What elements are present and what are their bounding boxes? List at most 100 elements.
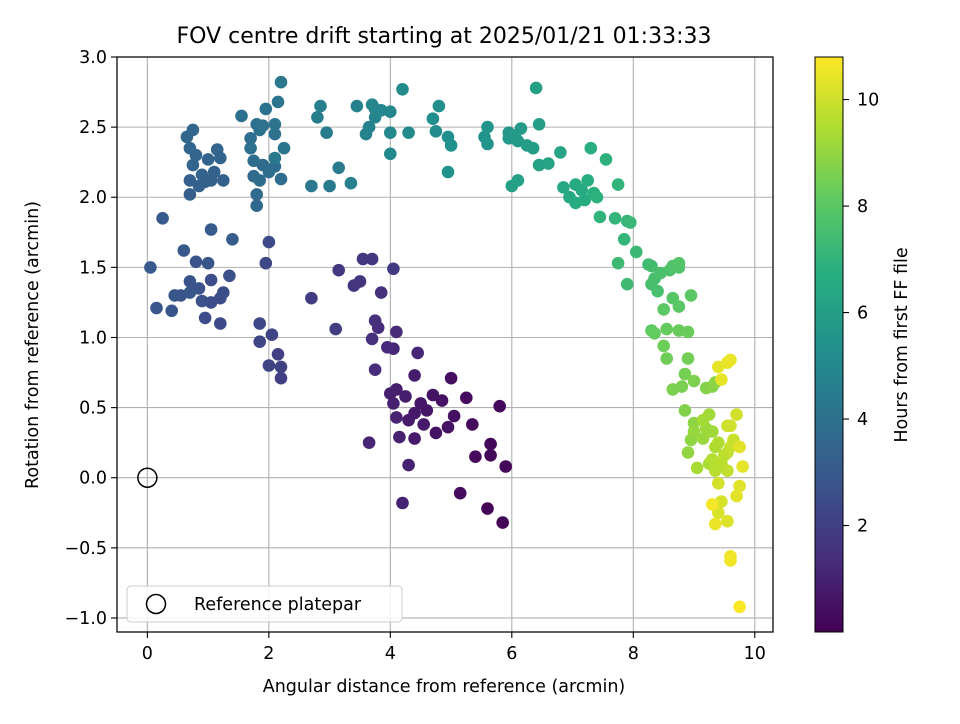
data-point — [672, 256, 686, 270]
reference-platepar-marker — [137, 467, 158, 488]
data-point — [217, 286, 230, 299]
data-point — [195, 294, 209, 308]
data-point — [201, 153, 215, 166]
data-point — [481, 137, 494, 151]
data-point — [402, 458, 415, 472]
data-point — [244, 132, 257, 145]
data-point — [274, 371, 288, 385]
data-point — [390, 411, 403, 424]
data-point — [630, 245, 643, 259]
data-point — [402, 126, 415, 139]
data-point — [365, 98, 379, 111]
x-axis-label: Angular distance from reference (arcmin) — [263, 677, 626, 697]
x-tick-label: 8 — [628, 644, 639, 664]
data-point — [223, 269, 236, 283]
data-point — [706, 498, 719, 511]
y-tick-label: 3.0 — [79, 48, 107, 68]
y-tick-label: 0.0 — [79, 469, 107, 489]
x-tick-label: 10 — [744, 644, 766, 664]
x-tick-label: 6 — [506, 644, 517, 664]
data-point — [374, 286, 388, 299]
data-point — [387, 397, 400, 410]
data-point — [265, 328, 279, 342]
data-point — [575, 183, 588, 197]
data-point — [250, 188, 263, 201]
data-point — [496, 516, 510, 529]
data-point — [250, 199, 263, 212]
colorbar-label: Hours from first FF file — [892, 247, 912, 442]
data-point — [599, 153, 613, 166]
colorbar-tick-label: 8 — [857, 197, 868, 217]
data-point — [329, 322, 343, 336]
data-point — [253, 335, 266, 349]
data-point — [554, 146, 567, 159]
data-point — [660, 352, 673, 365]
data-point — [204, 223, 218, 236]
data-point — [235, 109, 248, 123]
data-point — [183, 275, 197, 288]
data-point — [532, 118, 546, 131]
data-point — [681, 352, 695, 365]
data-point — [514, 122, 528, 135]
data-point — [444, 371, 458, 385]
data-point — [657, 303, 670, 316]
data-point — [444, 139, 458, 152]
data-point — [733, 440, 746, 454]
data-point — [165, 304, 178, 318]
data-point — [712, 436, 725, 450]
data-point — [696, 413, 710, 427]
legend: Reference platepar — [126, 585, 403, 623]
data-point — [648, 327, 661, 340]
data-point — [687, 425, 701, 438]
x-tick-label: 0 — [142, 644, 153, 664]
data-point — [384, 105, 397, 118]
data-point — [204, 273, 218, 287]
data-point — [177, 244, 191, 257]
data-point — [611, 178, 625, 191]
data-point — [271, 95, 285, 109]
data-point — [481, 502, 494, 515]
data-point — [526, 141, 540, 155]
data-point — [217, 174, 230, 187]
data-point — [214, 317, 227, 330]
data-point — [709, 517, 722, 531]
data-point — [712, 477, 725, 490]
data-point — [730, 489, 743, 503]
colorbar-tick-label: 4 — [857, 410, 868, 430]
y-tick-label: 2.5 — [79, 118, 107, 138]
data-point — [368, 314, 382, 328]
data-point — [733, 600, 746, 614]
data-point — [593, 210, 607, 224]
data-point — [657, 339, 670, 353]
chart-title: FOV centre drift starting at 2025/01/21 … — [177, 24, 712, 49]
data-point — [183, 174, 197, 187]
data-point — [411, 346, 425, 360]
data-point — [678, 404, 692, 417]
data-point — [715, 373, 728, 386]
data-point — [432, 99, 446, 113]
data-point — [681, 325, 695, 339]
data-point — [542, 157, 555, 170]
colorbar-ticks: 2 4 6 8 10 — [843, 91, 879, 537]
y-tick-label: 0.5 — [79, 399, 107, 419]
data-point — [150, 301, 163, 315]
data-point — [259, 102, 273, 116]
data-point — [253, 174, 266, 187]
data-point — [453, 486, 467, 500]
data-point — [678, 367, 692, 381]
data-point — [156, 212, 169, 225]
data-point — [441, 420, 455, 434]
data-point — [362, 436, 376, 450]
data-point — [447, 409, 461, 423]
data-point — [481, 120, 494, 134]
data-point — [417, 418, 431, 431]
data-point — [435, 394, 449, 407]
data-point — [305, 291, 318, 305]
data-point — [721, 514, 734, 528]
data-point — [271, 348, 285, 361]
data-point — [311, 111, 324, 124]
colorbar-gradient — [814, 56, 844, 633]
data-point — [268, 127, 282, 141]
data-point — [262, 359, 276, 372]
